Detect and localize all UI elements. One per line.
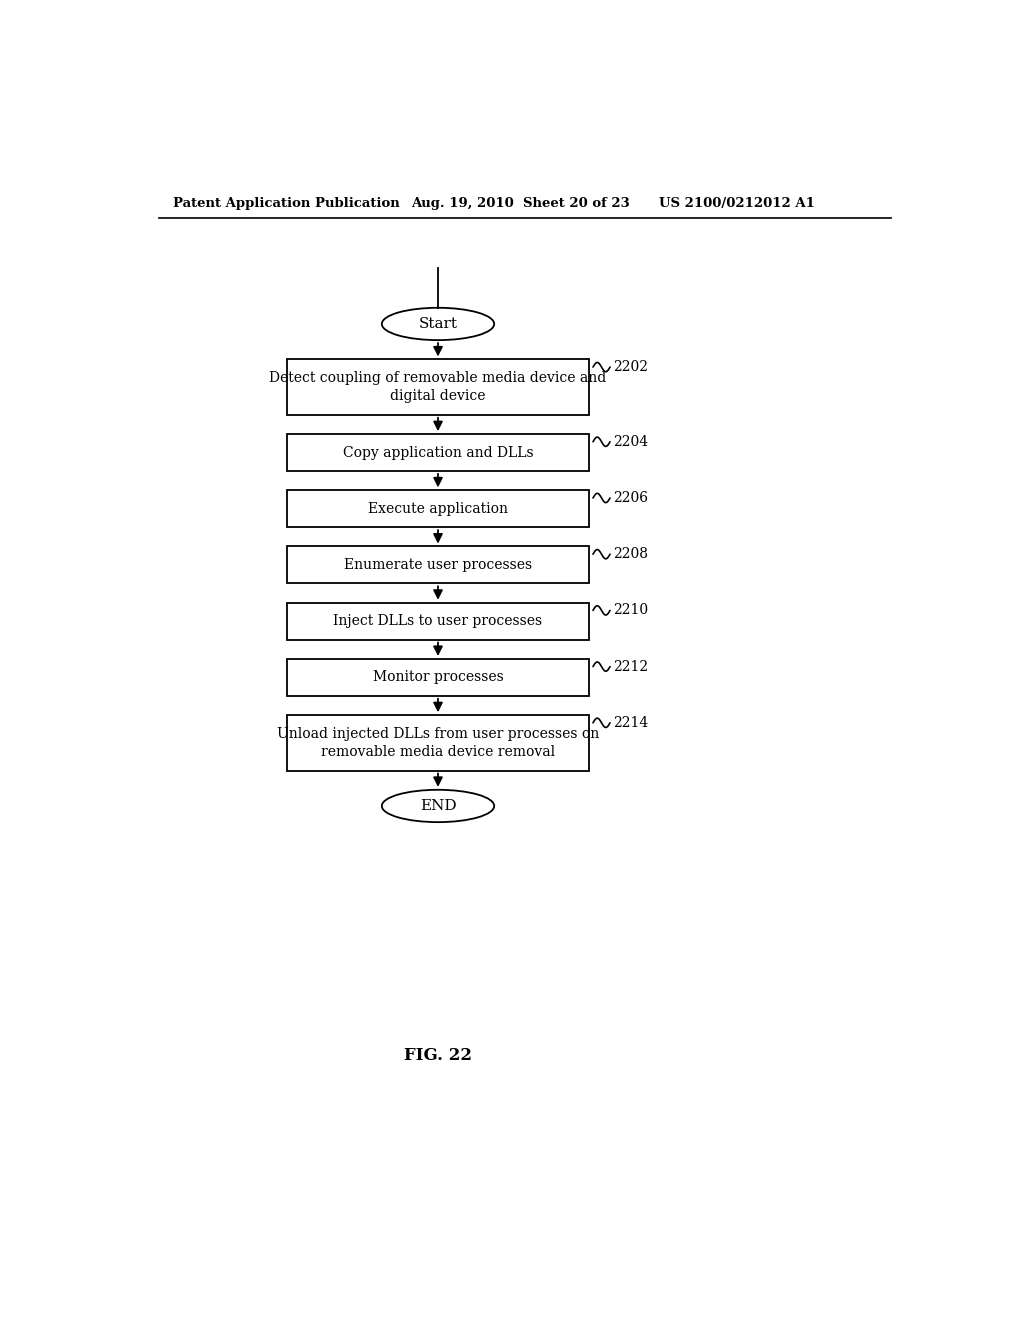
- Text: 2212: 2212: [613, 660, 648, 673]
- Text: 2202: 2202: [613, 360, 648, 374]
- Text: Enumerate user processes: Enumerate user processes: [344, 558, 532, 572]
- FancyBboxPatch shape: [287, 490, 589, 527]
- Ellipse shape: [382, 789, 495, 822]
- Text: END: END: [420, 799, 457, 813]
- Text: Patent Application Publication: Patent Application Publication: [173, 197, 399, 210]
- Text: 2214: 2214: [613, 715, 648, 730]
- Text: 2206: 2206: [613, 491, 648, 506]
- Ellipse shape: [382, 308, 495, 341]
- Text: 2210: 2210: [613, 603, 648, 618]
- FancyBboxPatch shape: [287, 603, 589, 640]
- FancyBboxPatch shape: [287, 359, 589, 414]
- Text: Aug. 19, 2010  Sheet 20 of 23: Aug. 19, 2010 Sheet 20 of 23: [411, 197, 630, 210]
- Text: Detect coupling of removable media device and
digital device: Detect coupling of removable media devic…: [269, 371, 606, 404]
- Text: Start: Start: [419, 317, 458, 331]
- FancyBboxPatch shape: [287, 546, 589, 583]
- Text: Inject DLLs to user processes: Inject DLLs to user processes: [334, 614, 543, 628]
- FancyBboxPatch shape: [287, 659, 589, 696]
- FancyBboxPatch shape: [287, 434, 589, 471]
- Text: Execute application: Execute application: [368, 502, 508, 516]
- Text: Copy application and DLLs: Copy application and DLLs: [343, 446, 534, 459]
- Text: 2208: 2208: [613, 548, 648, 561]
- Text: US 2100/0212012 A1: US 2100/0212012 A1: [658, 197, 815, 210]
- Text: Monitor processes: Monitor processes: [373, 671, 504, 684]
- Text: FIG. 22: FIG. 22: [404, 1047, 472, 1064]
- Text: 2204: 2204: [613, 434, 648, 449]
- FancyBboxPatch shape: [287, 715, 589, 771]
- Text: Unload injected DLLs from user processes on
removable media device removal: Unload injected DLLs from user processes…: [276, 726, 599, 759]
